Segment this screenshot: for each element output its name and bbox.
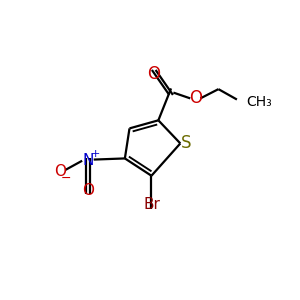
- Text: CH₃: CH₃: [246, 95, 272, 109]
- Text: +: +: [91, 149, 100, 159]
- Text: O: O: [82, 183, 94, 198]
- Text: O: O: [189, 89, 202, 107]
- Text: O: O: [54, 164, 66, 178]
- Text: O: O: [147, 65, 160, 83]
- Text: S: S: [181, 134, 191, 152]
- Text: −: −: [61, 172, 71, 184]
- Text: N: N: [82, 153, 94, 168]
- Text: Br: Br: [143, 197, 160, 212]
